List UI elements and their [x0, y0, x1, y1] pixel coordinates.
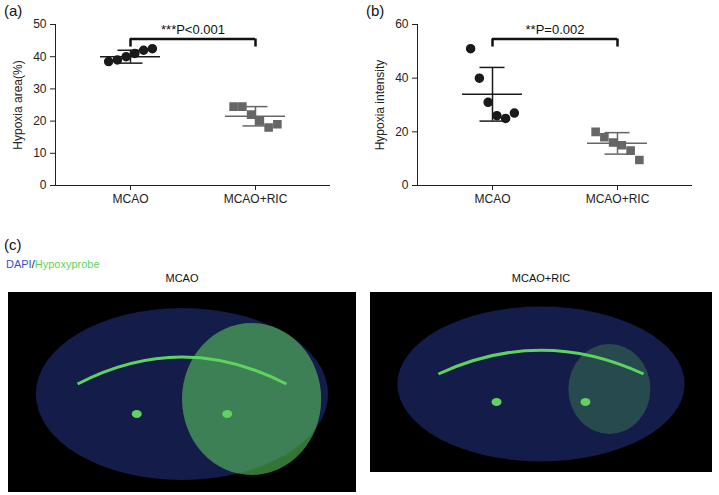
html-text:MCAO+RIC: MCAO+RIC [511, 272, 571, 284]
svg-text:MCAO: MCAO [475, 192, 511, 206]
svg-text:MCAO+RIC: MCAO+RIC [224, 192, 288, 206]
html-text:(c): (c) [4, 236, 22, 253]
svg-text:50: 50 [33, 17, 47, 31]
html-text:(b): (b) [366, 2, 385, 19]
svg-text:Hypoxia area(%): Hypoxia area(%) [11, 60, 25, 149]
svg-text:0: 0 [402, 178, 409, 192]
html-text:MCAO: MCAO [165, 272, 199, 284]
html-text:DAPI / Hypoxyprobe: DAPI / Hypoxyprobe [6, 258, 100, 270]
svg-text:40: 40 [33, 50, 47, 64]
html-text:(a): (a) [4, 2, 23, 19]
svg-text:Hypoxia intensity: Hypoxia intensity [373, 60, 387, 151]
svg-text:20: 20 [33, 114, 47, 128]
svg-text:MCAO: MCAO [113, 192, 149, 206]
svg-text:**P=0.002: **P=0.002 [526, 22, 585, 37]
svg-text:0: 0 [40, 178, 47, 192]
svg-text:MCAO+RIC: MCAO+RIC [586, 192, 650, 206]
svg-text:60: 60 [395, 17, 409, 31]
svg-text:40: 40 [395, 71, 409, 85]
svg-text:10: 10 [33, 146, 47, 160]
svg-text:30: 30 [33, 82, 47, 96]
svg-text:***P<0.001: ***P<0.001 [161, 22, 225, 37]
svg-text:20: 20 [395, 125, 409, 139]
